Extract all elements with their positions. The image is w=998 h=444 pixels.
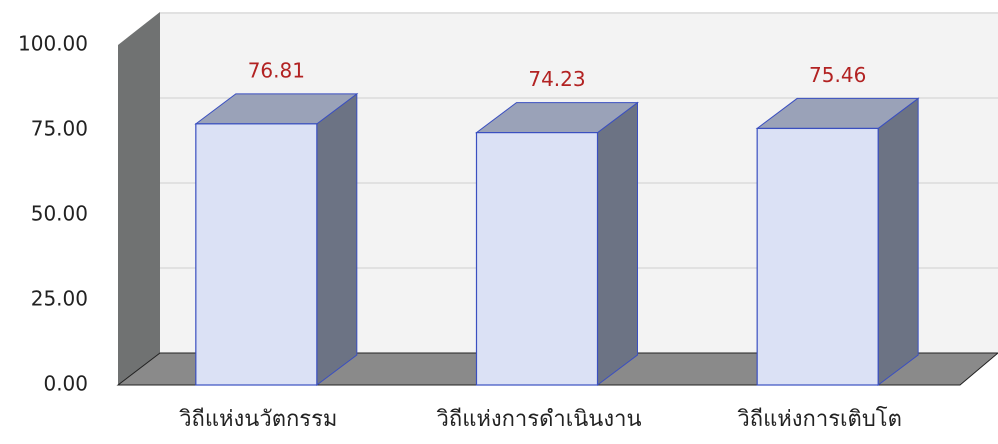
value-label: 74.23	[528, 67, 585, 91]
y-tick-label: 25.00	[31, 287, 88, 311]
bar	[475, 101, 639, 386]
y-tick-label: 0.00	[43, 372, 88, 396]
bar-front	[756, 127, 879, 386]
bar-side	[877, 97, 919, 386]
bar	[194, 92, 359, 386]
x-tick-label: วิถีแห่งการเติบโต	[737, 406, 902, 432]
y-tick-label: 75.00	[31, 117, 88, 141]
left-wall	[118, 12, 160, 385]
bar-front	[475, 132, 599, 386]
bar-side	[316, 92, 358, 386]
x-tick-label: วิถีแห่งนวัตกรรม	[179, 407, 338, 432]
y-tick-label: 50.00	[31, 202, 88, 226]
value-label: 75.46	[809, 63, 866, 87]
y-tick-label: 100.00	[18, 32, 88, 56]
bar-side	[597, 101, 638, 386]
bar-front	[195, 123, 318, 386]
x-tick-label: วิถีแห่งการดำเนินงาน	[436, 407, 642, 432]
value-label: 76.81	[248, 58, 305, 82]
bar	[755, 97, 920, 386]
